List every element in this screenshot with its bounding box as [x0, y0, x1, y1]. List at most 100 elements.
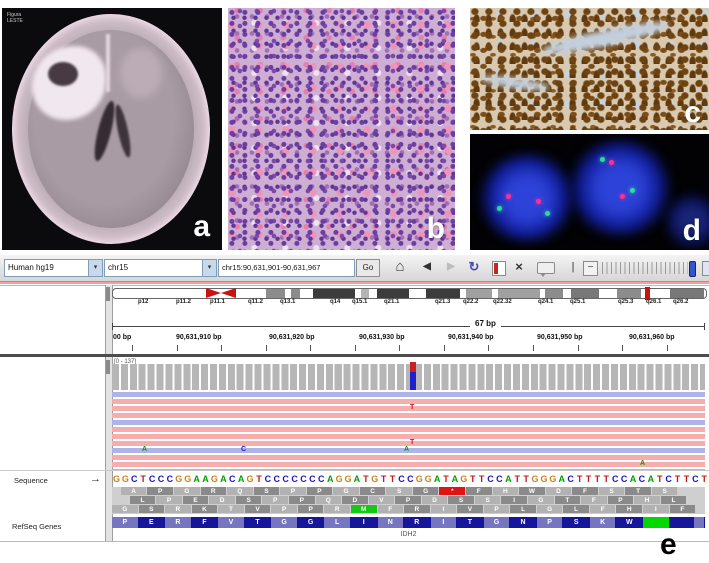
sequence-base: A [558, 474, 566, 484]
refseq-aa-box: R [165, 517, 191, 528]
fish-nucleus-right [568, 140, 672, 236]
comment-icon-tail [540, 273, 546, 277]
coverage-variant-alt [410, 362, 416, 372]
translation-frames[interactable]: A P G R Q S P P G C S G * F H W D F S T S L P E D S P P Q D V P D S S I G T F P… [112, 487, 705, 514]
zoom-slider-thumb[interactable] [689, 261, 696, 277]
amino-acid-box: D [209, 496, 235, 504]
amino-acid-box: T [554, 496, 581, 504]
close-icon[interactable]: × [515, 259, 523, 274]
ruler-tick-mark [310, 345, 312, 351]
amino-acid-box: S [474, 496, 501, 504]
refseq-aa-box: S [563, 517, 589, 528]
splitter-grip[interactable] [106, 287, 110, 301]
sequence-base: G [415, 474, 423, 484]
sequence-base: G [175, 474, 183, 484]
chevron-down-icon[interactable]: ▾ [88, 260, 102, 276]
read-row [112, 413, 705, 418]
sequence-base: C [228, 474, 236, 484]
fish-green-signal [497, 206, 502, 211]
sequence-base: A [353, 474, 361, 484]
refseq-aa-box: I [350, 517, 377, 528]
amino-acid-box: D [421, 496, 448, 504]
amino-acid-box: G [412, 487, 439, 495]
amino-acid-box: A [120, 487, 147, 495]
sequence-base: C [567, 474, 574, 484]
chevron-down-icon[interactable]: ▾ [202, 260, 216, 276]
chromosome-select[interactable]: chr15 ▾ [104, 259, 217, 277]
amino-acid-box: G [173, 487, 200, 495]
ruler-tick-mark [354, 345, 356, 351]
ideogram-band-label: q25.1 [570, 299, 586, 305]
amino-acid-box: H [616, 505, 643, 513]
amino-acid-box: L [129, 496, 156, 504]
read-row [112, 420, 705, 425]
ruler-tick-mark [532, 345, 534, 351]
ideogram-band-label: p12 [138, 299, 149, 305]
zoom-in-icon[interactable] [702, 261, 709, 276]
ruler-tick-mark [488, 345, 490, 351]
go-button[interactable]: Go [356, 259, 380, 277]
ihc-vessel-streak [539, 16, 671, 60]
ruler-tick-mark [443, 345, 445, 351]
sequence-base: G [112, 474, 120, 484]
splitter-grip-2[interactable] [106, 360, 110, 374]
read-row: T [112, 439, 705, 446]
mri-image-panel: Figura LESTE a [2, 8, 222, 250]
read-mismatch-base: T [410, 439, 415, 446]
chromosome-select-value: chr15 [108, 263, 129, 272]
amino-acid-box: F [589, 505, 616, 513]
ruler-tick-mark [622, 345, 624, 351]
refseq-aa-box: E [138, 517, 165, 528]
panel-label-a: a [193, 210, 210, 243]
amino-acid-box: Q [227, 487, 253, 495]
ideogram-band-label: q25.3 [618, 299, 634, 305]
sequence-track-label: Sequence [14, 476, 48, 485]
home-icon[interactable]: ⌂ [395, 258, 405, 275]
ideogram-band [266, 289, 285, 298]
forward-icon[interactable]: ▶ [447, 261, 455, 272]
amino-acid-box: S [598, 487, 625, 495]
amino-acid-box: M [350, 505, 377, 513]
locus-input[interactable]: chr15:90,631,901-90,631,967 [218, 259, 355, 277]
refresh-icon[interactable]: ↻ [468, 259, 480, 274]
sequence-base: T [443, 474, 449, 484]
fish-green-signal [600, 157, 605, 162]
sequence-base: T [523, 474, 529, 484]
amino-acid-box: P [262, 496, 288, 504]
sequence-base: A [220, 474, 227, 484]
sequence-base: T [514, 474, 520, 484]
refseq-aa-box: V [218, 517, 244, 528]
coverage-track[interactable] [112, 364, 705, 390]
panel-label-b: b [426, 212, 445, 245]
zoom-out-icon[interactable]: − [583, 261, 598, 276]
sequence-base: G [344, 474, 352, 484]
amino-acid-box: R [324, 505, 350, 513]
sequence-base: T [380, 474, 387, 484]
region-tool-icon[interactable] [492, 261, 506, 276]
zoom-slider[interactable] [602, 262, 688, 274]
strand-arrow-icon[interactable]: → [90, 473, 101, 485]
sequence-base: G [246, 474, 254, 484]
amino-acid-box: P [297, 505, 324, 513]
sequence-base: C [273, 474, 281, 484]
sequence-base: C [157, 474, 165, 484]
genome-select[interactable]: Human hg19 ▾ [4, 259, 103, 277]
comment-icon[interactable] [537, 262, 555, 277]
amino-acid-box: I [430, 505, 457, 513]
amino-acid-box: L [660, 496, 687, 504]
back-icon[interactable]: ◀ [423, 261, 431, 272]
sequence-base: A [629, 474, 637, 484]
amino-acid-box: S [651, 487, 678, 495]
read-row: A [112, 460, 705, 467]
chromosome-ideogram[interactable] [112, 287, 707, 300]
sequence-base: A [193, 474, 200, 484]
section-divider [0, 470, 709, 471]
read-mismatch-base: C [241, 446, 247, 453]
sequence-base: G [531, 474, 539, 484]
gene-name: IDH2 [400, 531, 417, 538]
ideogram-band-label: q24.1 [538, 299, 554, 305]
